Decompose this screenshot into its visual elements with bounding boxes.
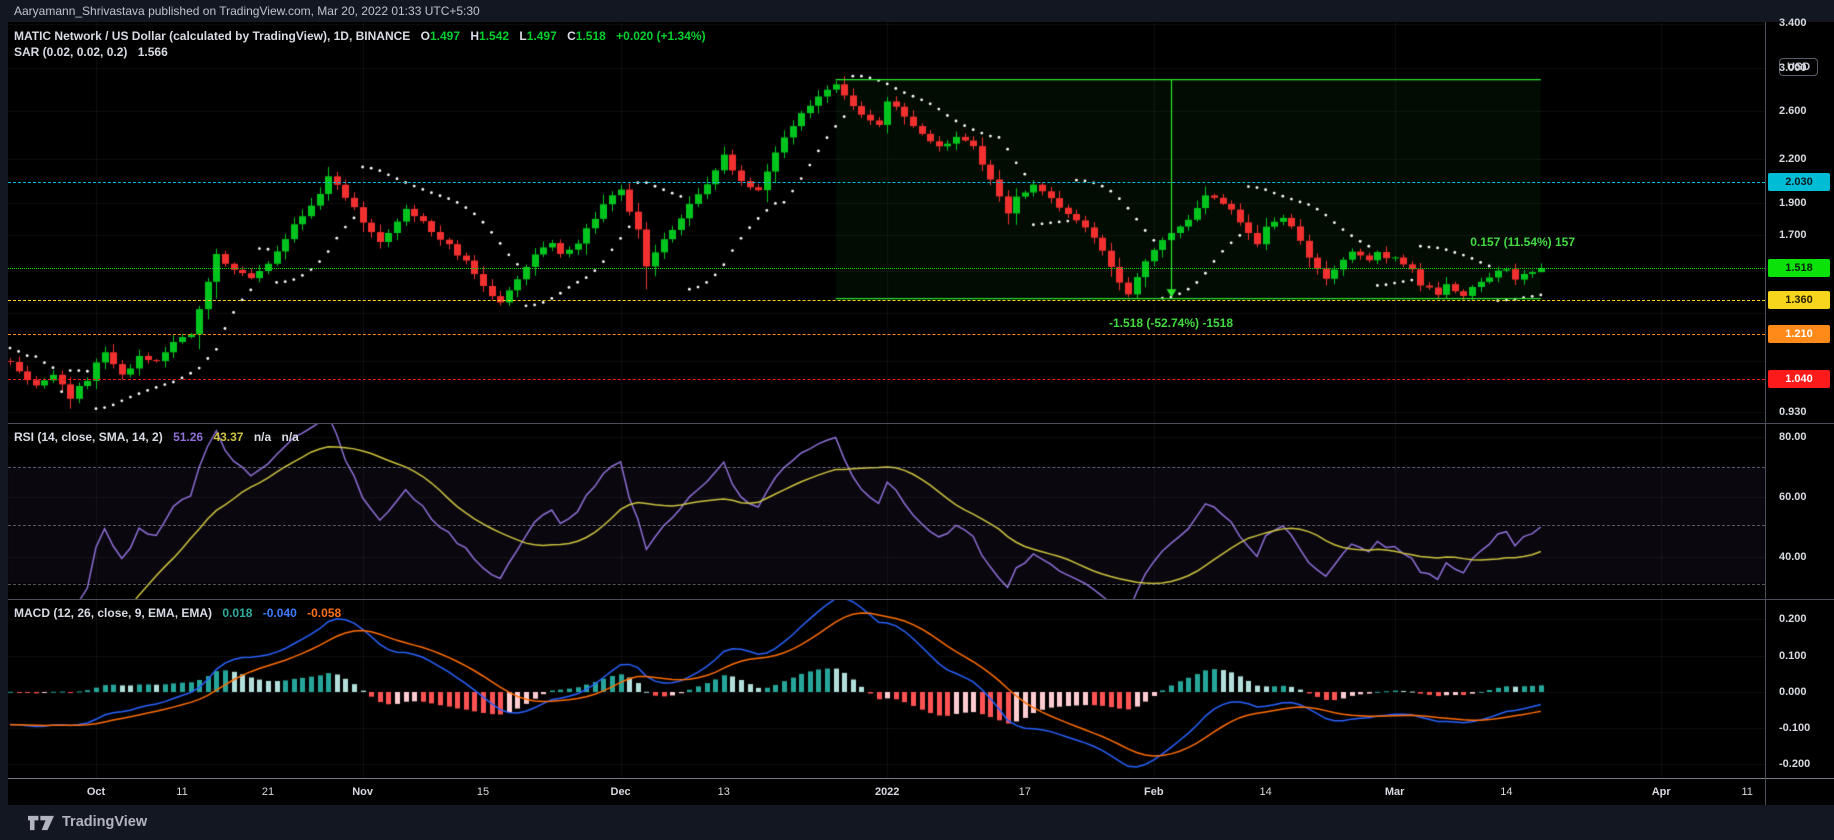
pane-separator[interactable] bbox=[8, 423, 1834, 424]
time-axis-label: 14 bbox=[1500, 786, 1513, 798]
time-axis-label: 14 bbox=[1259, 786, 1272, 798]
tradingview-logo-icon bbox=[28, 815, 54, 831]
sar-label: SAR (0.02, 0.02, 0.2) bbox=[14, 45, 128, 59]
price-axis-label: 1.700 bbox=[1779, 229, 1807, 241]
time-axis-label: Dec bbox=[610, 786, 631, 798]
time-axis-label: Nov bbox=[352, 786, 373, 798]
price-axis-label: 0.930 bbox=[1779, 406, 1807, 418]
price-axis-label: 2.200 bbox=[1779, 153, 1807, 165]
price-axis-label: 1.900 bbox=[1779, 197, 1807, 209]
rsi-band-line bbox=[8, 583, 1765, 585]
price-axis-label: -0.100 bbox=[1779, 722, 1811, 734]
price-axis-label: 0.000 bbox=[1779, 686, 1807, 698]
drawing-hline[interactable] bbox=[8, 379, 1765, 380]
time-axis-label: 13 bbox=[717, 786, 730, 798]
price-range-label[interactable]: -1.518 (-52.74%) -1518 bbox=[1108, 316, 1234, 331]
time-axis-border bbox=[8, 778, 1834, 779]
sar-value: 1.566 bbox=[137, 45, 168, 59]
rsi-value: 51.26 bbox=[173, 430, 204, 444]
footer: TradingView bbox=[0, 805, 1834, 840]
rsi-lower-band: n/a bbox=[281, 430, 299, 444]
macd-line-value: -0.040 bbox=[262, 606, 297, 620]
last-price-line bbox=[8, 268, 1765, 269]
macd-hist-value: 0.018 bbox=[222, 606, 253, 620]
price-axis[interactable]: USD 3.400 3.000 2.600 2.200 1.900 1.700 0.930 8… bbox=[1765, 17, 1834, 778]
rsi-band-line bbox=[8, 466, 1765, 468]
time-axis-label: Feb bbox=[1144, 786, 1164, 798]
time-axis-label: Oct bbox=[86, 786, 106, 798]
time-axis[interactable]: Oct 11 21 Nov 15 Dec 13 2022 17 Feb 14 Mar 14 Apr 11 bbox=[8, 778, 1765, 805]
time-axis-label: 2022 bbox=[874, 786, 900, 798]
currency-badge[interactable]: USD bbox=[1779, 58, 1819, 76]
price-axis-label: 2.600 bbox=[1779, 105, 1807, 117]
price-badge: 2.030 bbox=[1768, 173, 1830, 191]
price-axis-label: 3.400 bbox=[1779, 17, 1807, 29]
tradingview-brand: TradingView bbox=[62, 814, 148, 830]
drawing-hline[interactable] bbox=[8, 182, 1765, 183]
time-axis-label: 17 bbox=[1018, 786, 1031, 798]
sar-legend: SAR (0.02, 0.02, 0.2) 1.566 bbox=[14, 45, 168, 59]
macd-signal-value: -0.058 bbox=[307, 606, 342, 620]
measure-label[interactable]: 0.157 (11.54%) 157 bbox=[1470, 234, 1576, 249]
ohlc-open: O1.497 bbox=[420, 29, 461, 43]
price-axis-label: 3.000 bbox=[1779, 62, 1807, 74]
price-axis-label: 0.200 bbox=[1779, 613, 1807, 625]
price-axis-label: 80.00 bbox=[1779, 431, 1807, 443]
time-axis-label: 15 bbox=[476, 786, 490, 798]
ohlc-high: H1.542 bbox=[470, 29, 510, 43]
time-axis-label: Mar bbox=[1384, 786, 1405, 798]
pane-separator[interactable] bbox=[8, 599, 1834, 600]
price-axis-label: 60.00 bbox=[1779, 491, 1807, 503]
drawing-hline[interactable] bbox=[8, 334, 1765, 335]
macd-label: MACD (12, 26, close, 9, EMA, EMA) bbox=[14, 606, 213, 620]
time-axis-label: 11 bbox=[176, 786, 188, 798]
main-legend: MATIC Network / US Dollar (calculated by… bbox=[14, 29, 706, 43]
price-badge: 1.360 bbox=[1768, 291, 1830, 309]
time-axis-label: 11 bbox=[1741, 786, 1753, 798]
price-axis-border bbox=[1765, 22, 1766, 805]
rsi-legend: RSI (14, close, SMA, 14, 2) 51.26 43.37 … bbox=[14, 430, 299, 444]
price-badge: 1.040 bbox=[1768, 370, 1830, 388]
rsi-upper-band: n/a bbox=[253, 430, 272, 444]
ohlc-low: L1.497 bbox=[519, 29, 557, 43]
rsi-ma-value: 43.37 bbox=[213, 430, 244, 444]
price-axis-label: -0.200 bbox=[1779, 758, 1811, 770]
symbol-title: MATIC Network / US Dollar (calculated by… bbox=[14, 29, 411, 43]
price-badge: 1.210 bbox=[1768, 325, 1830, 343]
change-value: +0.020 (+1.34%) bbox=[616, 29, 706, 43]
rsi-band-line bbox=[8, 525, 1765, 526]
price-axis-label: 40.00 bbox=[1779, 551, 1807, 563]
rsi-label: RSI (14, close, SMA, 14, 2) bbox=[14, 430, 163, 444]
drawing-hline[interactable] bbox=[8, 300, 1765, 301]
macd-legend: MACD (12, 26, close, 9, EMA, EMA) 0.018 … bbox=[14, 606, 341, 620]
time-axis-label: 21 bbox=[261, 786, 275, 798]
price-badge: 1.518 bbox=[1768, 259, 1830, 277]
price-axis-label: 0.100 bbox=[1779, 650, 1807, 662]
ohlc-close: C1.518 bbox=[567, 29, 606, 43]
time-axis-label: Apr bbox=[1651, 786, 1671, 798]
